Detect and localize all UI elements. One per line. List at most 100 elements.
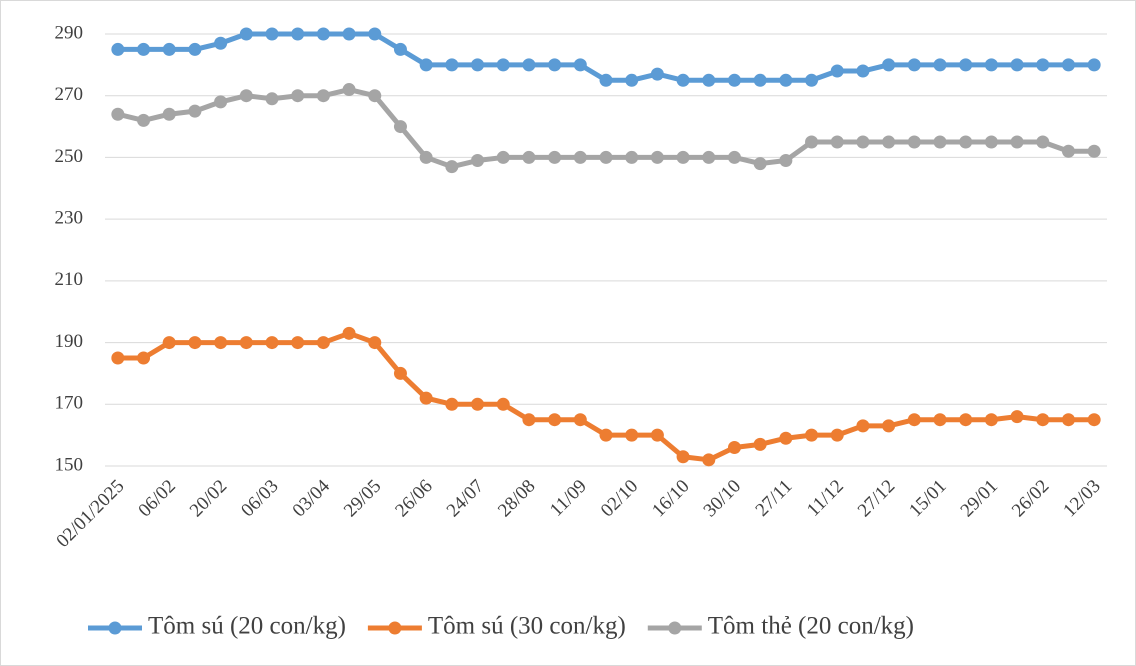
data-point bbox=[625, 73, 639, 87]
data-point bbox=[522, 413, 536, 427]
data-point bbox=[1087, 58, 1101, 72]
data-point bbox=[959, 413, 973, 427]
data-point bbox=[445, 160, 459, 174]
data-point bbox=[779, 154, 793, 168]
data-point bbox=[907, 413, 921, 427]
data-point bbox=[882, 58, 896, 72]
data-point bbox=[856, 64, 870, 78]
data-point bbox=[907, 135, 921, 149]
data-point bbox=[471, 397, 485, 411]
data-point bbox=[496, 150, 510, 164]
data-point bbox=[753, 157, 767, 171]
data-point bbox=[702, 453, 716, 467]
data-point bbox=[368, 336, 382, 350]
data-point bbox=[265, 92, 279, 106]
data-point bbox=[625, 150, 639, 164]
data-point bbox=[753, 73, 767, 87]
data-point bbox=[882, 419, 896, 433]
data-point bbox=[959, 135, 973, 149]
data-point bbox=[676, 450, 690, 464]
data-point bbox=[1010, 135, 1024, 149]
data-point bbox=[522, 150, 536, 164]
data-point bbox=[419, 58, 433, 72]
data-point bbox=[291, 89, 305, 103]
data-point bbox=[650, 428, 664, 442]
data-point bbox=[445, 58, 459, 72]
data-point bbox=[393, 366, 407, 380]
data-point bbox=[779, 431, 793, 445]
data-point bbox=[291, 27, 305, 41]
data-point bbox=[573, 150, 587, 164]
data-point bbox=[984, 135, 998, 149]
data-point bbox=[959, 58, 973, 72]
data-point bbox=[239, 27, 253, 41]
data-point bbox=[702, 150, 716, 164]
data-point bbox=[137, 351, 151, 365]
data-point bbox=[111, 42, 125, 56]
data-point bbox=[933, 58, 947, 72]
data-point bbox=[1036, 135, 1050, 149]
data-point bbox=[162, 107, 176, 121]
data-point bbox=[239, 336, 253, 350]
data-point bbox=[111, 351, 125, 365]
data-point bbox=[599, 428, 613, 442]
data-point bbox=[393, 120, 407, 134]
data-point bbox=[496, 397, 510, 411]
data-point bbox=[1061, 144, 1075, 158]
data-point bbox=[548, 58, 562, 72]
data-point bbox=[265, 27, 279, 41]
data-point bbox=[882, 135, 896, 149]
data-point bbox=[188, 336, 202, 350]
data-point bbox=[1087, 144, 1101, 158]
y-tick-label: 150 bbox=[55, 454, 84, 475]
data-point bbox=[650, 150, 664, 164]
legend-label: Tôm thẻ (20 con/kg) bbox=[708, 613, 914, 640]
data-point bbox=[805, 428, 819, 442]
y-tick-label: 190 bbox=[55, 331, 84, 352]
data-point bbox=[445, 397, 459, 411]
data-point bbox=[548, 413, 562, 427]
data-point bbox=[496, 58, 510, 72]
data-point bbox=[599, 73, 613, 87]
data-point bbox=[599, 150, 613, 164]
data-point bbox=[779, 73, 793, 87]
data-point bbox=[676, 73, 690, 87]
y-tick-label: 270 bbox=[55, 84, 84, 105]
data-point bbox=[137, 42, 151, 56]
data-point bbox=[188, 104, 202, 118]
legend-label: Tôm sú (30 con/kg) bbox=[428, 613, 626, 640]
data-point bbox=[650, 67, 664, 81]
data-point bbox=[1036, 413, 1050, 427]
data-point bbox=[856, 135, 870, 149]
data-point bbox=[419, 150, 433, 164]
data-point bbox=[1010, 410, 1024, 424]
data-point bbox=[727, 150, 741, 164]
y-tick-label: 170 bbox=[55, 393, 84, 414]
data-point bbox=[342, 27, 356, 41]
data-point bbox=[805, 73, 819, 87]
data-point bbox=[342, 326, 356, 340]
data-point bbox=[316, 89, 330, 103]
data-point bbox=[1061, 58, 1075, 72]
data-point bbox=[702, 73, 716, 87]
data-point bbox=[316, 27, 330, 41]
data-point bbox=[162, 336, 176, 350]
data-point bbox=[573, 58, 587, 72]
data-point bbox=[753, 437, 767, 451]
data-point bbox=[856, 419, 870, 433]
y-tick-label: 230 bbox=[55, 208, 84, 229]
data-point bbox=[548, 150, 562, 164]
legend-label: Tôm sú (20 con/kg) bbox=[148, 613, 346, 640]
data-point bbox=[188, 42, 202, 56]
data-point bbox=[727, 73, 741, 87]
data-point bbox=[830, 428, 844, 442]
data-point bbox=[471, 154, 485, 168]
data-point bbox=[984, 58, 998, 72]
data-point bbox=[137, 113, 151, 127]
data-point bbox=[214, 95, 228, 109]
data-point bbox=[830, 135, 844, 149]
data-point bbox=[368, 89, 382, 103]
data-point bbox=[1087, 413, 1101, 427]
data-point bbox=[830, 64, 844, 78]
